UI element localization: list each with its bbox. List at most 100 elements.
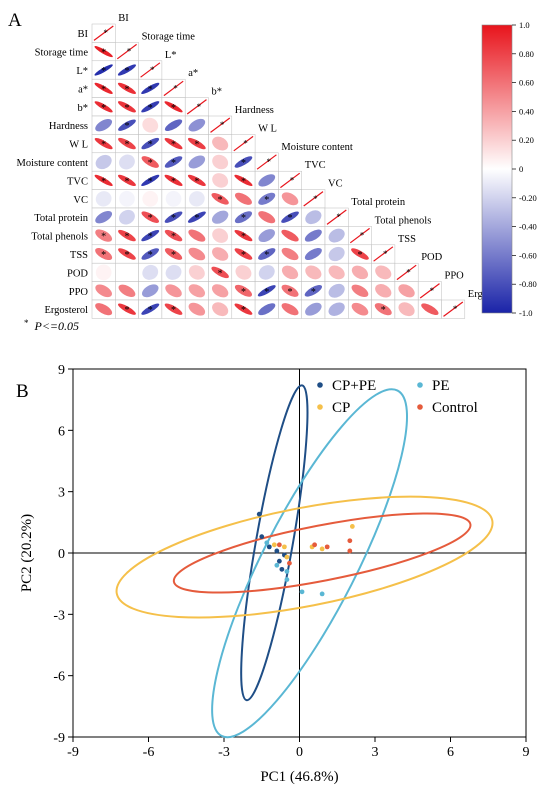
correlation-ellipse (188, 247, 206, 261)
correlation-ellipse (117, 101, 136, 113)
significance-star: * (171, 176, 176, 187)
correlation-ellipse (258, 192, 276, 205)
correlation-ellipse (234, 248, 253, 260)
diagonal-label: TVC (305, 160, 326, 171)
significance-star: * (171, 232, 176, 243)
confidence-ellipse (172, 512, 472, 594)
diagonal-star: * (150, 65, 155, 75)
correlation-ellipse (95, 211, 113, 224)
row-label: L* (76, 66, 88, 77)
significance-star: * (171, 140, 176, 151)
data-point (279, 566, 285, 572)
significance-star: * (171, 158, 176, 169)
correlation-ellipse (165, 264, 182, 280)
diagonal-star: * (220, 120, 225, 130)
diagonal-line (419, 283, 440, 299)
correlation-ellipse (258, 303, 276, 316)
significance-star: * (124, 250, 129, 261)
correlation-ellipse (212, 302, 229, 317)
diagonal-star: * (360, 231, 365, 241)
diagonal-star: * (103, 28, 108, 38)
correlation-ellipse (119, 264, 135, 281)
diagonal-line (256, 154, 277, 170)
colorbar-tick-label: -0.20 (519, 193, 537, 203)
significance-star: * (241, 158, 246, 169)
significance-star: * (241, 232, 246, 243)
correlation-ellipse (164, 248, 183, 260)
diagonal-label: POD (421, 252, 442, 263)
colorbar-gradient (481, 24, 513, 314)
correlation-ellipse (304, 284, 323, 297)
diagonal-label: Storage time (142, 31, 196, 42)
correlation-ellipse (235, 265, 252, 280)
correlation-ellipse (187, 211, 206, 223)
row-label: PPO (69, 287, 89, 298)
diagonal-line (233, 135, 254, 152)
colorbar-tick-label: 0.60 (519, 78, 534, 88)
correlation-ellipse (281, 247, 299, 261)
row-label: Moisture content (17, 158, 89, 169)
correlation-ellipse (258, 174, 276, 187)
correlation-ellipse (141, 248, 159, 260)
correlation-ellipse (328, 265, 345, 280)
row-label: Storage time (35, 48, 89, 59)
correlation-ellipse (165, 284, 182, 298)
significance-star: * (194, 140, 199, 151)
significance-star: * (241, 176, 246, 187)
correlation-ellipse (234, 229, 253, 242)
data-point (264, 540, 270, 546)
correlation-ellipse (188, 229, 206, 242)
significance-star: * (124, 140, 129, 151)
panel-a-letter: A (8, 10, 22, 31)
diagonal-label: Total protein (351, 197, 406, 208)
significance-star: * (171, 305, 176, 316)
correlation-ellipse (188, 265, 205, 280)
significance-note: * P<=0.05 (24, 315, 79, 333)
correlation-ellipse (141, 229, 160, 242)
correlation-ellipse (118, 303, 136, 315)
correlation-ellipse (117, 64, 136, 76)
correlation-ellipse (117, 82, 136, 95)
data-point (271, 542, 277, 548)
significance-star: * (381, 305, 386, 316)
significance-star: * (194, 213, 199, 224)
correlation-ellipse (119, 190, 135, 207)
correlation-ellipse (94, 46, 113, 58)
correlation-ellipse (94, 137, 113, 150)
correlation-ellipse (305, 210, 322, 225)
correlation-ellipse (95, 264, 112, 281)
diagonal-star: * (290, 175, 295, 185)
y-axis-label: PC2 (20.2%) (19, 514, 35, 592)
diagonal-label: BI (118, 13, 129, 24)
correlation-ellipse (164, 303, 183, 315)
correlation-ellipse (141, 174, 160, 186)
correlation-ellipse (164, 119, 183, 132)
correlation-ellipse (398, 284, 415, 298)
confidence-ellipse (115, 495, 494, 619)
diagonal-label: TSS (398, 234, 416, 245)
correlation-ellipse (351, 284, 369, 297)
data-point (284, 577, 290, 582)
data-point (282, 544, 287, 550)
correlation-ellipse (211, 266, 229, 279)
colorbar-tick-label: 0.20 (519, 135, 534, 145)
significance-star: * (148, 158, 153, 169)
note-text: P<=0.05 (34, 319, 80, 333)
significance-star: * (148, 176, 153, 187)
row-label: b* (78, 103, 89, 114)
y-tick-label: -9 (53, 731, 65, 746)
diagonal-star: * (197, 102, 202, 112)
data-point (276, 558, 282, 564)
correlation-ellipse (165, 190, 182, 207)
correlation-ellipse (257, 285, 276, 297)
correlation-ellipse (374, 303, 392, 316)
correlation-ellipse (141, 137, 160, 150)
correlation-ellipse (188, 191, 205, 207)
correlation-ellipse (188, 118, 206, 132)
diagonal-label: a* (188, 68, 198, 79)
diagonal-line (349, 227, 370, 244)
correlation-ellipse (212, 247, 229, 261)
correlation-ellipse (328, 283, 345, 298)
data-point (284, 569, 290, 574)
correlation-ellipse (258, 265, 275, 280)
